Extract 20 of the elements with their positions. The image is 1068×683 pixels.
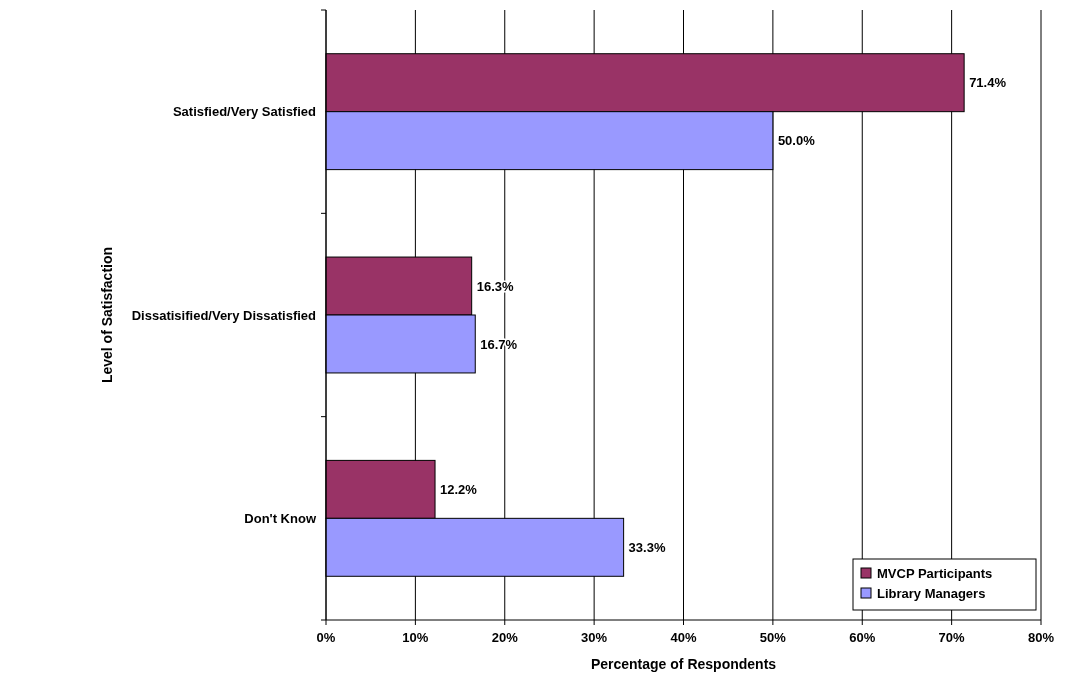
x-tick-label: 40% <box>670 630 697 645</box>
y-tick-label: Don't Know <box>244 510 317 526</box>
legend-label: Library Managers <box>877 585 986 601</box>
x-tick-label: 70% <box>938 630 966 645</box>
legend-label: MVCP Participants <box>877 565 993 581</box>
x-tick-label: 20% <box>491 630 519 645</box>
x-axis-title: Percentage of Respondents <box>590 656 777 672</box>
x-tick-label: 60% <box>849 630 876 645</box>
data-label: 50.0% <box>777 133 816 149</box>
data-label: 71.4% <box>969 75 1007 91</box>
data-label: 33.3% <box>628 539 666 555</box>
y-axis-title: Level of Satisfaction <box>99 246 115 384</box>
x-tick-label: 0% <box>316 630 336 645</box>
data-label: 12.2% <box>440 481 478 497</box>
x-tick-label: 10% <box>402 630 429 645</box>
y-tick-label: Satisfied/Very Satisfied <box>172 104 317 120</box>
x-tick-label: 80% <box>1027 630 1055 645</box>
x-tick-label: 50% <box>759 630 787 645</box>
y-tick-label: Dissatisified/Very Dissatisfied <box>131 307 317 323</box>
x-tick-label: 30% <box>581 630 608 645</box>
